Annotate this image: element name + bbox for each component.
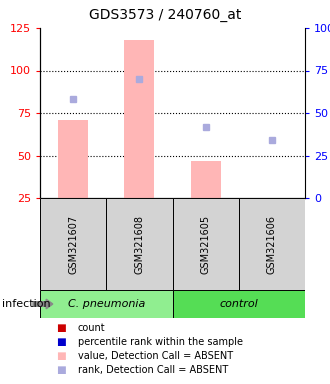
Text: ■: ■ (56, 337, 66, 347)
Text: C. pneumonia: C. pneumonia (68, 299, 145, 309)
Bar (40, 290, 173, 318)
Bar (106, 198, 173, 290)
Bar (173, 290, 305, 318)
Text: GSM321608: GSM321608 (134, 215, 145, 273)
Text: value, Detection Call = ABSENT: value, Detection Call = ABSENT (78, 351, 233, 361)
Bar (191, 161, 220, 198)
Bar (257, 198, 287, 237)
Bar (173, 198, 239, 290)
Text: percentile rank within the sample: percentile rank within the sample (78, 337, 243, 347)
Text: ■: ■ (56, 323, 66, 333)
Text: ■: ■ (56, 351, 66, 361)
Text: count: count (78, 323, 105, 333)
Bar (239, 198, 305, 290)
Bar (58, 120, 88, 198)
Text: GDS3573 / 240760_at: GDS3573 / 240760_at (89, 8, 241, 22)
Text: control: control (219, 299, 258, 309)
Text: infection: infection (2, 299, 50, 309)
Text: GSM321607: GSM321607 (68, 214, 78, 273)
Text: GSM321606: GSM321606 (267, 215, 277, 273)
Bar (40, 198, 106, 290)
Bar (124, 40, 154, 198)
Text: GSM321605: GSM321605 (201, 214, 211, 273)
Text: rank, Detection Call = ABSENT: rank, Detection Call = ABSENT (78, 365, 228, 375)
Text: ■: ■ (56, 365, 66, 375)
